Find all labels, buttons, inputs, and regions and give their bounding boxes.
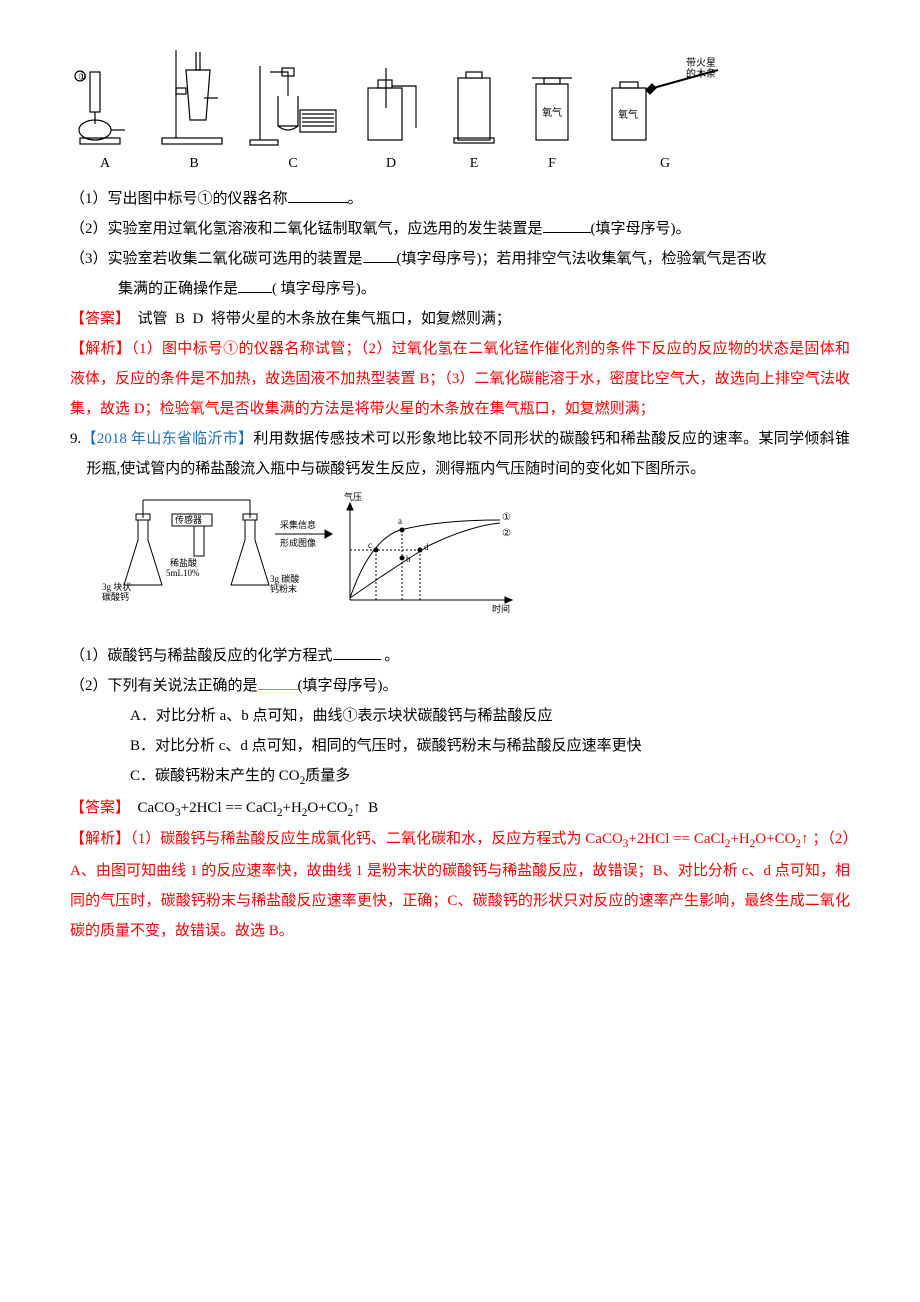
q9-tag: 【2018 年山东省临沂市】 (81, 431, 253, 447)
q8-part3-line1: （3）实验室若收集二氧化碳可选用的装置是 (填字母序号)；若用排空气法收集氧气，检… (70, 244, 850, 274)
apparatus-b: B (158, 50, 230, 178)
apparatus-d: D (356, 68, 426, 178)
svg-text:钙粉末: 钙粉末 (270, 583, 297, 594)
q8-p2-text: （2）实验室用过氧化氢溶液和二氧化锰制取氧气，应选用的发生装置是 (70, 221, 543, 237)
q8-part3-line2: 集满的正确操作是 ( 填字母序号)。 (70, 274, 850, 304)
apparatus-a: ① A (70, 68, 140, 178)
svg-text:3g 块状: 3g 块状 (102, 581, 131, 592)
svg-text:时间: 时间 (492, 603, 510, 614)
q8-explanation-text: （1）图中标号①的仪器名称试管；（2）过氧化氢在二氧化锰作催化剂的条件下反应的反… (70, 341, 850, 417)
svg-text:形成图像: 形成图像 (280, 537, 316, 548)
svg-text:①: ① (502, 512, 511, 523)
answer-label: 【答案】 (70, 800, 130, 816)
svg-text:稀盐酸: 稀盐酸 (170, 557, 197, 568)
svg-text:b: b (406, 554, 411, 564)
svg-text:氧气: 氧气 (542, 106, 562, 119)
svg-text:采集信息: 采集信息 (280, 519, 316, 530)
apparatus-e: E (444, 68, 504, 178)
svg-text:碳酸钙: 碳酸钙 (102, 591, 129, 602)
svg-text:带火星: 带火星 (686, 57, 716, 69)
q9-part2: （2）下列有关说法正确的是 (填字母序号)。 (70, 671, 850, 701)
q9-option-a: A．对比分析 a、b 点可知，曲线①表示块状碳酸钙与稀盐酸反应 (70, 701, 850, 731)
q8-p1-text: （1）写出图中标号①的仪器名称 (70, 191, 288, 207)
explanation-label: 【解析】 (70, 341, 131, 357)
blank (288, 187, 348, 203)
apparatus-c: C (248, 66, 338, 178)
blank (363, 247, 397, 263)
q8-p1-tail: 。 (348, 191, 363, 207)
q9-p2-text: （2）下列有关说法正确的是 (70, 678, 258, 694)
q9-option-b: B．对比分析 c、d 点可知，相同的气压时，碳酸钙粉末与稀盐酸反应速率更快 (70, 731, 850, 761)
apparatus-label-c: C (288, 150, 297, 178)
apparatus-diagram-row: ① A B (70, 50, 850, 178)
svg-text:②: ② (502, 528, 511, 539)
apparatus-f: 氧气 F (522, 68, 582, 178)
q9-stem: 9.【2018 年山东省临沂市】利用数据传感技术可以形象地比较不同形状的碳酸钙和… (70, 424, 850, 484)
svg-text:d: d (424, 542, 429, 552)
apparatus-label-a: A (100, 150, 110, 178)
apparatus-label-f: F (548, 150, 556, 178)
q9-answer: 【答案】 CaCO3+2HCl == CaCl2+H2O+CO2↑ B (70, 793, 850, 825)
svg-text:5mL10%: 5mL10% (166, 568, 200, 578)
answer-label: 【答案】 (70, 311, 130, 327)
apparatus-g: 带火星 的木条 氧气 G (600, 56, 730, 178)
svg-text:气压: 气压 (344, 491, 362, 502)
apparatus-label-b: B (189, 150, 198, 178)
svg-text:c: c (368, 540, 372, 550)
q9-part1: （1）碳酸钙与稀盐酸反应的化学方程式 。 (70, 641, 850, 671)
q9-explanation: 【解析】（1）碳酸钙与稀盐酸反应生成氯化钙、二氧化碳和水，反应方程式为 CaCO… (70, 824, 850, 946)
q8-part1: （1）写出图中标号①的仪器名称 。 (70, 184, 850, 214)
apparatus-label-d: D (386, 150, 396, 178)
svg-text:氧气: 氧气 (618, 108, 638, 121)
q9-option-c: C．碳酸钙粉末产生的 CO2质量多 (70, 761, 850, 793)
q8-p3-text-b: (填字母序号)；若用排空气法收集氧气，检验氧气是否收 (397, 251, 767, 267)
blank (543, 217, 591, 233)
q9-figure: 3g 块状 碳酸钙 传感器 稀盐酸 5mL10% 3g 碳酸 钙粉末 采集信息 … (100, 490, 850, 631)
q8-answer: 【答案】 试管 B D 将带火星的木条放在集气瓶口，如复燃则满； (70, 304, 850, 334)
blank (333, 644, 381, 660)
q9-p1-tail: 。 (381, 648, 400, 664)
blank (258, 674, 298, 690)
apparatus-label-g: G (660, 150, 670, 178)
svg-text:①: ① (78, 72, 87, 83)
q8-p2-tail: (填字母序号)。 (591, 221, 691, 237)
q8-answer-text: 试管 B D 将带火星的木条放在集气瓶口，如复燃则满； (130, 311, 511, 327)
q9-p1-text: （1）碳酸钙与稀盐酸反应的化学方程式 (70, 648, 333, 664)
q8-p3-text-c: 集满的正确操作是 (118, 281, 238, 297)
blank (238, 277, 272, 293)
q8-p3-text-a: （3）实验室若收集二氧化碳可选用的装置是 (70, 251, 363, 267)
apparatus-label-e: E (470, 150, 479, 178)
q8-p3-text-d: ( 填字母序号)。 (272, 281, 376, 297)
explanation-label: 【解析】 (70, 831, 130, 847)
svg-text:3g 碳酸: 3g 碳酸 (270, 573, 299, 584)
q9-number: 9. (70, 431, 81, 447)
q8-explanation: 【解析】（1）图中标号①的仪器名称试管；（2）过氧化氢在二氧化锰作催化剂的条件下… (70, 334, 850, 424)
svg-text:a: a (398, 516, 402, 526)
q9-p2-tail: (填字母序号)。 (298, 678, 398, 694)
svg-text:传感器: 传感器 (175, 514, 202, 525)
q8-part2: （2）实验室用过氧化氢溶液和二氧化锰制取氧气，应选用的发生装置是 (填字母序号)。 (70, 214, 850, 244)
